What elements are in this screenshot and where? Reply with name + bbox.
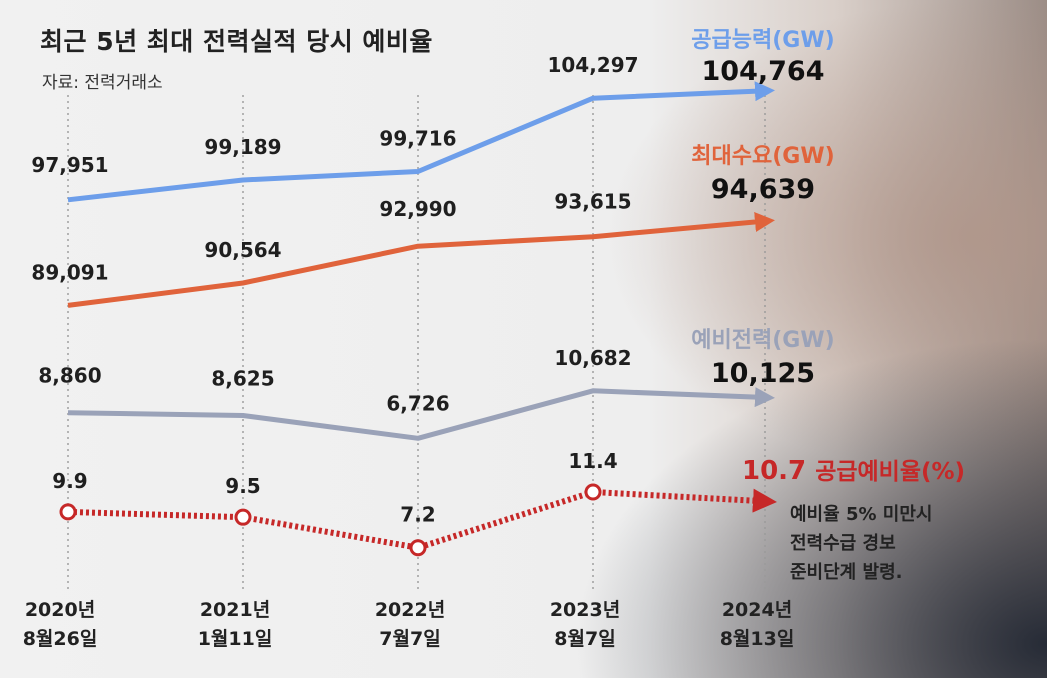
legend-entry: 10.7 공급예비율(%) — [742, 456, 965, 486]
series-line — [67, 212, 775, 308]
data-label: 99,189 — [204, 135, 281, 159]
note-line: 전력수급 경보 — [790, 533, 896, 554]
data-label: 7.2 — [400, 503, 435, 527]
legend-entry-name: 공급예비율(%) — [815, 459, 965, 485]
chart-title: 최근 5년 최대 전력실적 당시 예비율 — [40, 27, 433, 56]
data-point-marker — [234, 508, 252, 526]
note-line: 예비율 5% 미만시 — [790, 504, 933, 525]
series-line — [67, 387, 775, 441]
note-line: 준비단계 발령. — [790, 562, 903, 583]
data-label: 89,091 — [31, 260, 108, 284]
series-line — [67, 81, 775, 203]
x-tick-label: 2021년 — [200, 599, 270, 621]
x-tick-label: 2024년 — [722, 599, 792, 621]
x-tick-label: 2022년 — [375, 599, 445, 621]
data-label: 97,951 — [31, 153, 108, 177]
data-label: 8,860 — [38, 364, 101, 388]
data-label: 9.5 — [225, 474, 260, 498]
data-label: 93,615 — [554, 190, 631, 214]
data-label: 9.9 — [52, 469, 87, 493]
data-point-marker — [409, 539, 427, 557]
data-label: 104,297 — [547, 53, 638, 77]
x-tick-label: 2023년 — [550, 599, 620, 621]
legend-entry: 최대수요(GW) — [691, 144, 834, 169]
x-tick-label: 8월7일 — [554, 628, 615, 650]
x-tick-label: 2020년 — [25, 599, 95, 621]
data-label: 94,639 — [711, 174, 815, 205]
data-label: 90,564 — [204, 238, 281, 262]
x-tick-label: 7월7일 — [379, 628, 440, 650]
data-label: 104,764 — [702, 56, 825, 87]
data-label: 99,716 — [379, 127, 456, 151]
x-tick-label: 8월26일 — [23, 628, 98, 650]
data-label: 10,682 — [554, 346, 631, 370]
data-label: 10,125 — [711, 358, 815, 389]
data-label: 92,990 — [379, 197, 456, 221]
data-point-marker — [59, 503, 77, 521]
series-line — [67, 488, 777, 551]
x-tick-label: 1월11일 — [198, 628, 273, 650]
data-label: 10.7 — [742, 456, 815, 486]
data-label: 11.4 — [568, 449, 617, 473]
legend-entry: 예비전력(GW) — [691, 328, 834, 353]
x-tick-label: 8월13일 — [720, 628, 795, 650]
data-label: 6,726 — [386, 391, 449, 415]
data-label: 8,625 — [211, 367, 274, 391]
reserve-warning-note: 예비율 5% 미만시 전력수급 경보 준비단계 발령. — [790, 500, 932, 587]
data-point-marker — [584, 483, 602, 501]
chart-source: 자료: 전력거래소 — [42, 73, 163, 93]
legend-entry: 공급능력(GW) — [691, 28, 834, 53]
